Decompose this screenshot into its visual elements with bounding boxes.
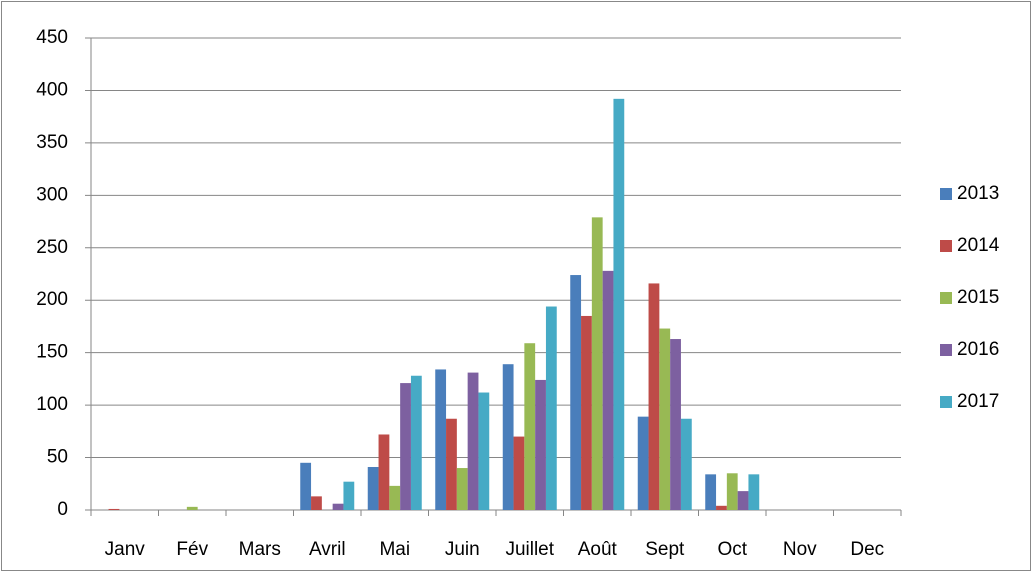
legend-label: 2013 (957, 183, 999, 204)
x-tick-label: Nov (783, 539, 817, 560)
x-tick-label: Oct (717, 539, 747, 560)
bar (410, 375, 422, 510)
bar (524, 343, 536, 510)
bar (602, 270, 614, 510)
bar (570, 275, 582, 510)
x-tick-label: Mai (379, 539, 410, 560)
bar (648, 283, 660, 510)
bar (705, 474, 717, 510)
x-tick-label: Août (578, 539, 618, 560)
bar (435, 369, 447, 510)
bar (108, 508, 120, 510)
y-tick-label: 350 (36, 132, 68, 153)
x-tick-label: Avril (309, 539, 346, 560)
y-tick-label: 150 (36, 342, 68, 363)
y-tick-label: 200 (36, 289, 68, 310)
legend-swatch (940, 396, 952, 408)
bar (545, 306, 557, 510)
y-tick-label: 400 (36, 79, 68, 100)
bar (186, 506, 198, 510)
legend-label: 2015 (957, 287, 999, 308)
bar (716, 505, 727, 510)
legend-label: 2016 (957, 339, 999, 360)
bar (389, 485, 401, 510)
bar (748, 474, 760, 510)
y-tick-label: 450 (36, 27, 68, 48)
bar (591, 217, 603, 511)
bar (535, 379, 546, 510)
legend-swatch (940, 188, 952, 200)
x-tick-label: Mars (239, 539, 281, 560)
x-tick-label: Fév (176, 539, 208, 560)
legend-swatch (940, 240, 952, 252)
bar (378, 434, 390, 510)
bar (659, 328, 671, 510)
bar (400, 383, 411, 510)
legend-swatch (940, 292, 952, 304)
bar (446, 418, 457, 510)
bar (581, 315, 592, 510)
bar (613, 98, 625, 510)
bar (670, 339, 681, 510)
bar (726, 473, 738, 510)
bar (513, 436, 525, 510)
bar (367, 466, 379, 510)
bar (502, 364, 514, 510)
x-tick-label: Sept (645, 539, 685, 560)
bar (467, 372, 479, 510)
x-tick-label: Juin (445, 539, 480, 560)
bar (680, 418, 692, 510)
bar (343, 481, 355, 510)
x-tick-label: Dec (850, 539, 884, 560)
bar (332, 503, 344, 510)
legend-label: 2014 (957, 235, 1000, 256)
bar (478, 392, 490, 510)
bar (456, 468, 468, 510)
y-tick-label: 50 (47, 447, 68, 468)
y-tick-label: 250 (36, 237, 68, 258)
bar (311, 496, 322, 510)
y-tick-label: 100 (36, 394, 68, 415)
y-tick-label: 300 (36, 184, 68, 205)
bar (300, 462, 312, 510)
bar (637, 416, 649, 510)
legend-label: 2017 (957, 391, 999, 412)
y-tick-label: 0 (57, 499, 68, 520)
x-tick-label: Janv (105, 539, 146, 560)
x-tick-label: Juillet (505, 539, 554, 560)
bar (737, 491, 749, 510)
legend-swatch (940, 344, 952, 356)
